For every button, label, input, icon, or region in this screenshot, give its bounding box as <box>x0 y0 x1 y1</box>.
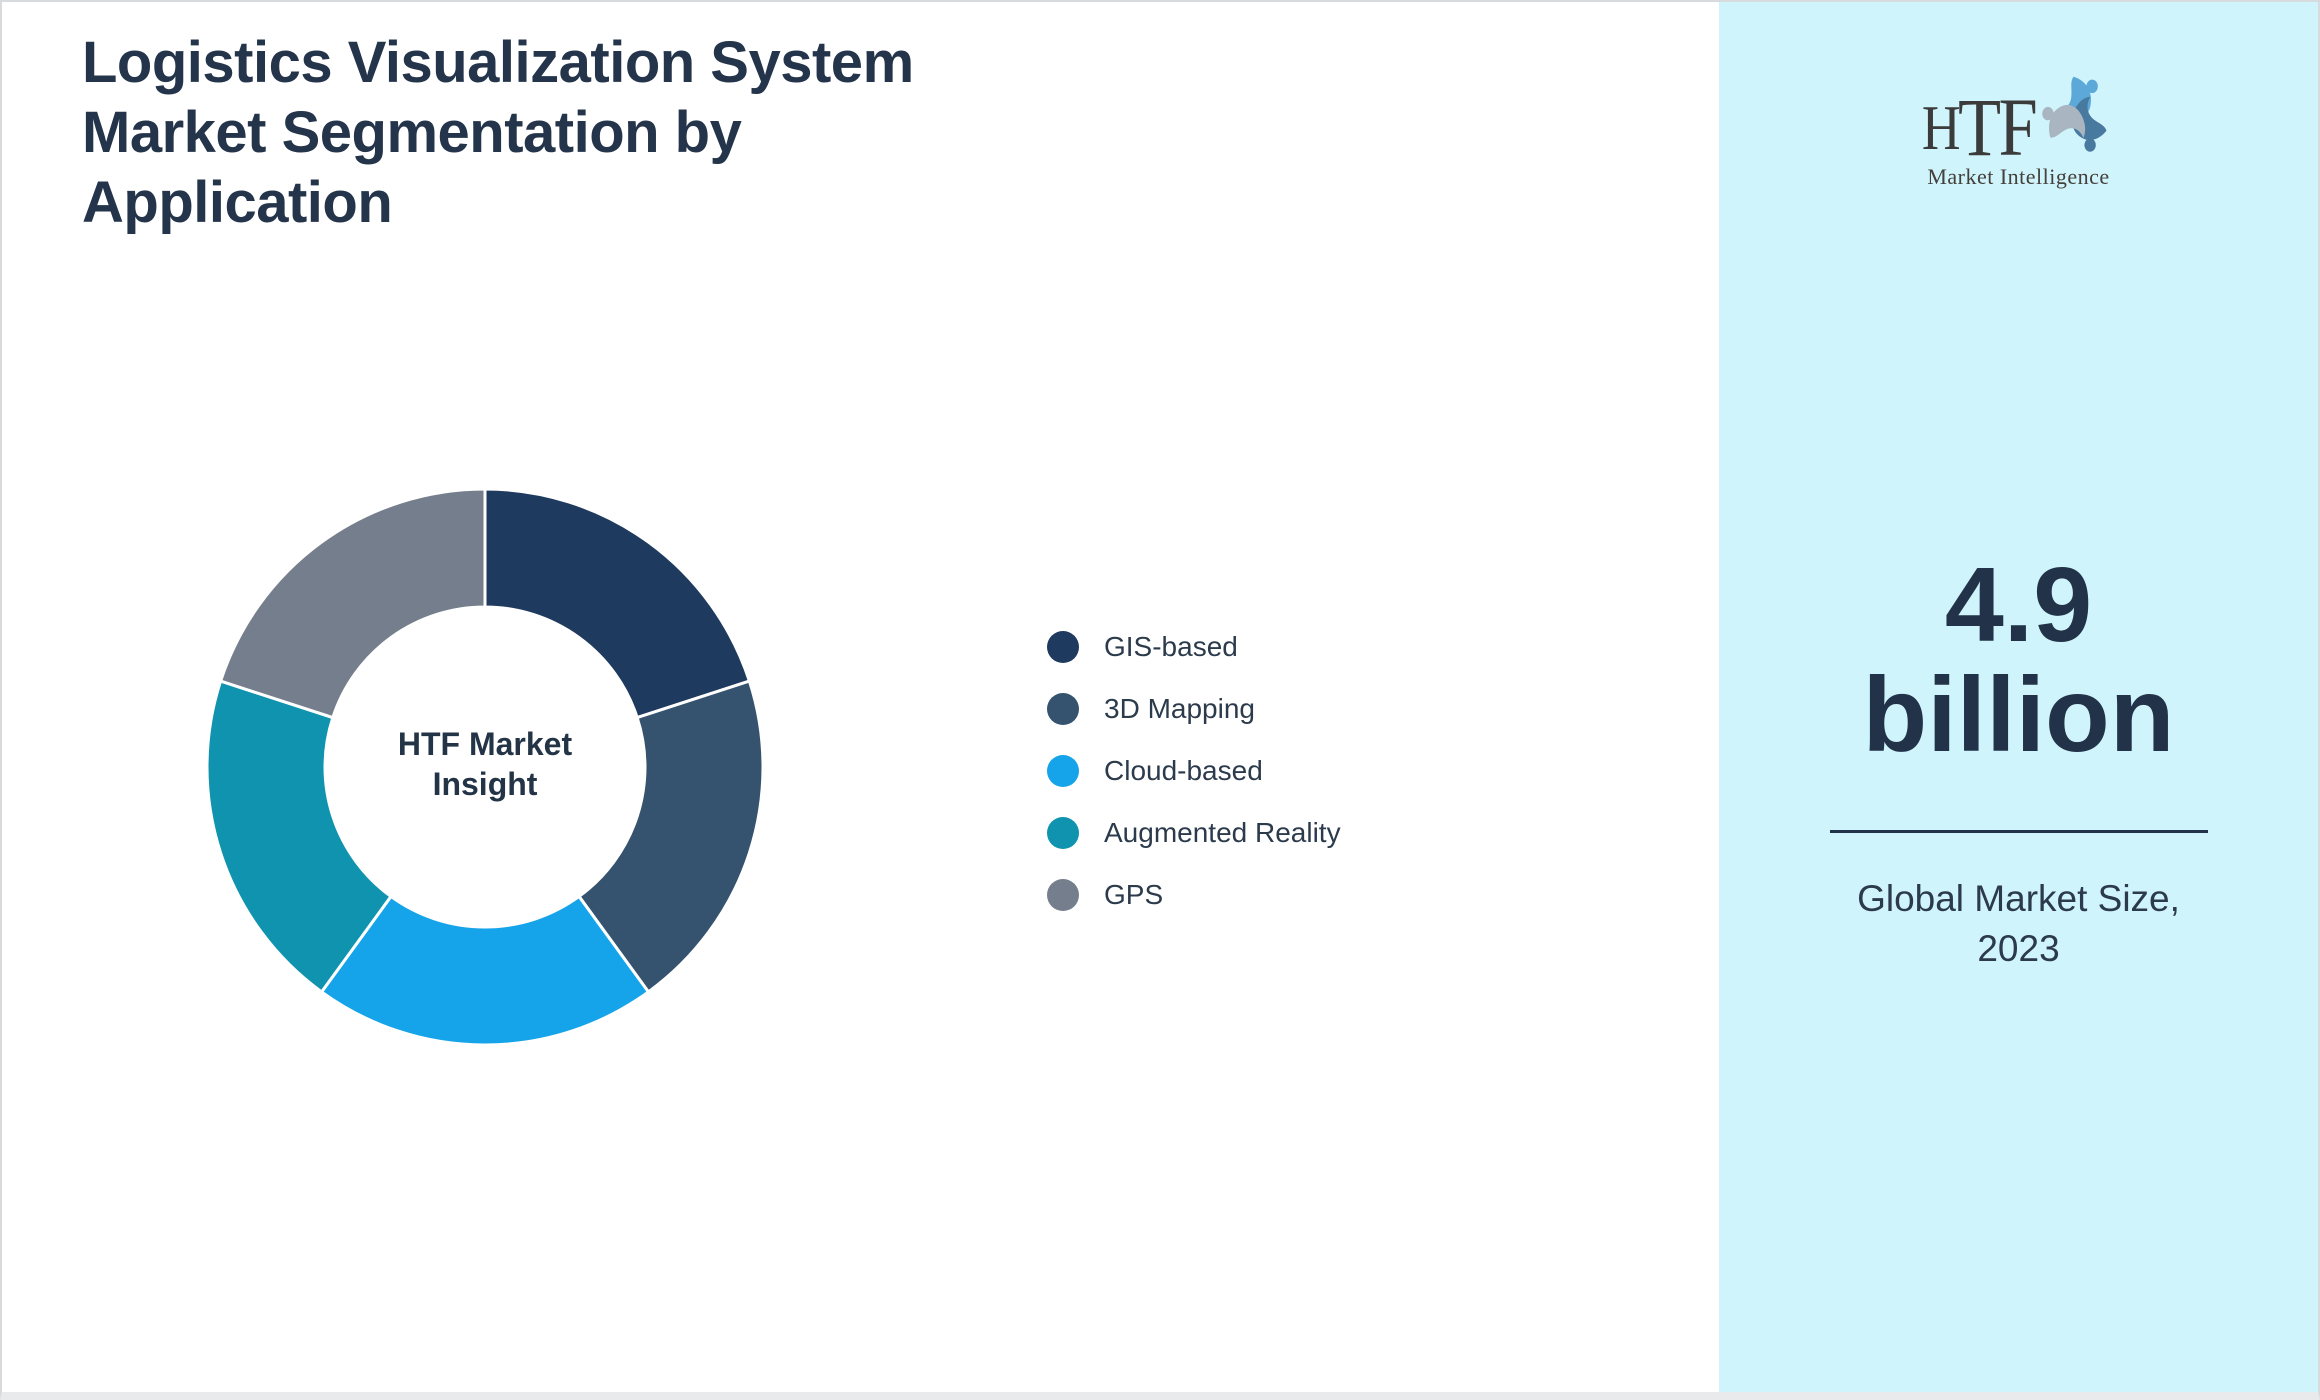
brand-logo: H TF Market Intelligence <box>1719 72 2318 190</box>
market-size-value-line2: billion <box>1862 656 2175 774</box>
legend-label: Cloud-based <box>1104 755 1263 786</box>
market-size-caption-line2: 2023 <box>1977 928 2060 969</box>
legend-item: Cloud-based <box>1047 755 1341 787</box>
donut-segment-gps <box>218 487 487 720</box>
legend-label: GPS <box>1104 879 1164 910</box>
logo-subtitle: Market Intelligence <box>1927 164 2110 189</box>
logo-letters-tf: TF <box>1957 81 2038 174</box>
donut-center-label-line2: Insight <box>432 766 538 802</box>
market-size-value-line1: 4.9 <box>1944 546 2093 664</box>
sidebar: H TF Market Intelligence <box>1719 2 2318 1392</box>
market-size-caption-line1: Global Market Size, <box>1857 878 2180 919</box>
donut-chart <box>205 487 765 1047</box>
page-title: Logistics Visualization System Market Se… <box>82 30 914 235</box>
donut-center-label-line1: HTF Market <box>397 726 573 762</box>
legend-label: GIS-based <box>1104 631 1238 662</box>
logo-letter-h: H <box>1921 93 1961 163</box>
dolphin-swirl-icon <box>2042 76 2107 152</box>
sidebar-divider <box>1829 830 2208 833</box>
chart-legend: GIS-based 3D Mapping Cloud-based Augment… <box>1047 631 1341 911</box>
donut-segment-augmented-reality <box>205 679 394 995</box>
legend-label: 3D Mapping <box>1104 693 1255 724</box>
market-size-value: 4.9 billion <box>1719 550 2318 770</box>
legend-color-dot-gis-based <box>1047 631 1079 663</box>
htf-logo-text: H TF <box>1764 72 2273 174</box>
legend-item: 3D Mapping <box>1047 693 1341 725</box>
legend-color-dot-gps <box>1047 879 1079 911</box>
donut-segment-3d-mapping <box>576 679 765 995</box>
market-size-caption: Global Market Size, 2023 <box>1719 874 2318 974</box>
legend-item: Augmented Reality <box>1047 817 1341 849</box>
donut-segment-cloud-based <box>319 894 651 1047</box>
donut-segment-gis-based <box>483 487 752 720</box>
legend-color-dot-3d-mapping <box>1047 693 1079 725</box>
legend-item: GIS-based <box>1047 631 1341 663</box>
legend-label: Augmented Reality <box>1104 817 1341 848</box>
donut-center-label: HTF Market Insight <box>335 724 635 804</box>
legend-color-dot-cloud-based <box>1047 755 1079 787</box>
legend-item: GPS <box>1047 879 1341 911</box>
legend-color-dot-augmented-reality <box>1047 817 1079 849</box>
